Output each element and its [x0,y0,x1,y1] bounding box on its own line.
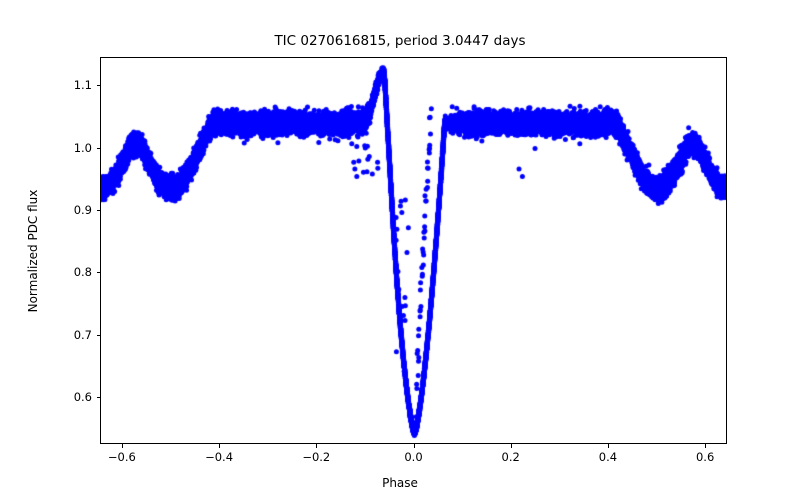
y-tick-label: 1.1 [73,78,92,93]
y-tickmark [96,147,100,149]
y-tick-label: 0.7 [73,327,92,342]
x-axis-label: Phase [382,476,418,490]
y-tick-label: 0.6 [73,390,92,405]
y-tick-label: 0.8 [73,265,92,280]
y-tickmark [96,397,100,399]
page-title: TIC 0270616815, period 3.0447 days [274,33,526,49]
x-tickmark [413,444,415,448]
x-tick-label: 0.2 [501,450,520,464]
x-tickmark [705,444,707,448]
x-tickmark [121,444,123,448]
scatter-points-layer [101,58,726,443]
y-tickmark [96,209,100,211]
x-tickmark [219,444,221,448]
x-tick-label: −0.6 [107,450,136,464]
x-tick-label: −0.2 [302,450,331,464]
plot-area [100,57,727,444]
y-axis-label-text: Normalized PDC flux [26,189,40,312]
x-tick-label: −0.4 [205,450,234,464]
y-tick-label: 1.0 [73,140,92,155]
y-axis-label: Normalized PDC flux [24,57,42,444]
y-tick-label: 0.9 [73,202,92,217]
y-tickmark [96,272,100,274]
x-tick-label: 0.0 [404,450,423,464]
x-tickmark [316,444,318,448]
y-tickmark [96,334,100,336]
y-tickmark [96,85,100,87]
x-tick-label: 0.6 [695,450,715,464]
x-tickmark [607,444,609,448]
x-tick-label: 0.4 [598,450,618,464]
x-tickmark [510,444,512,448]
